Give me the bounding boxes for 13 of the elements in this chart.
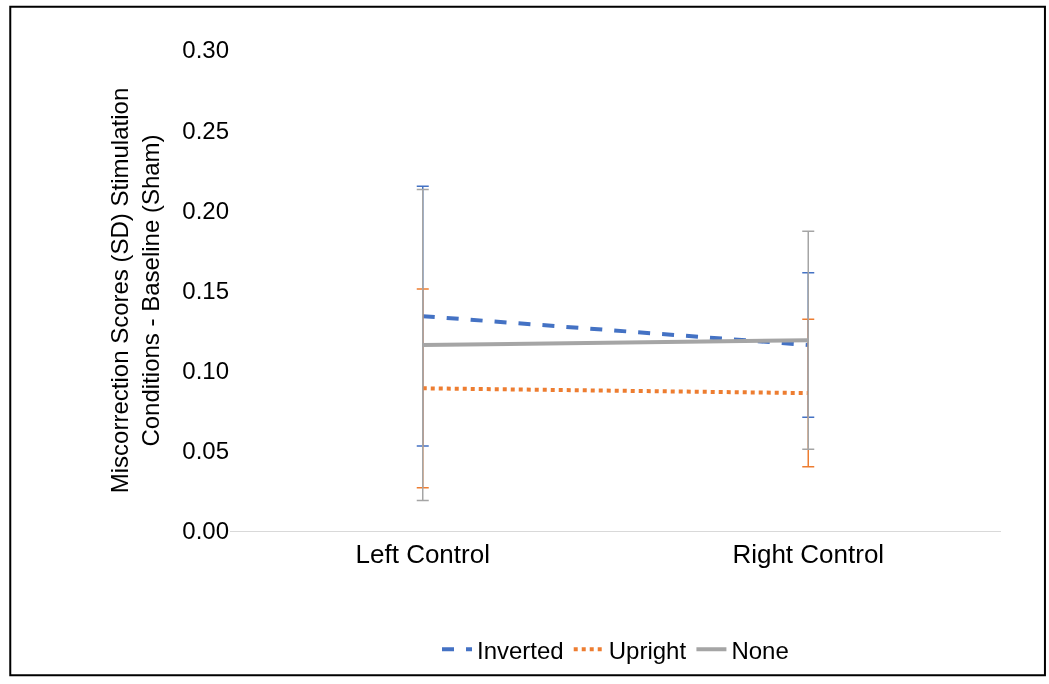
x-tick-label: Right Control — [732, 539, 885, 570]
y-tick-label: 0.00 — [182, 517, 229, 545]
x-tick-label: Left Control — [355, 539, 490, 570]
y-tick-label: 0.05 — [182, 437, 229, 465]
legend-label: Inverted — [477, 636, 564, 664]
legend-label: None — [731, 636, 789, 664]
y-tick-label: 0.25 — [182, 116, 229, 144]
y-tick-label: 0.20 — [182, 196, 229, 224]
y-axis-title: Miscorrection Scores (SD) Stimulation Conditions - Baseline (Sham) — [106, 87, 165, 494]
y-tick-label: 0.10 — [182, 357, 229, 385]
legend-label: Upright — [608, 636, 687, 664]
y-tick-label: 0.30 — [182, 36, 229, 64]
y-tick-label: 0.15 — [182, 276, 229, 304]
